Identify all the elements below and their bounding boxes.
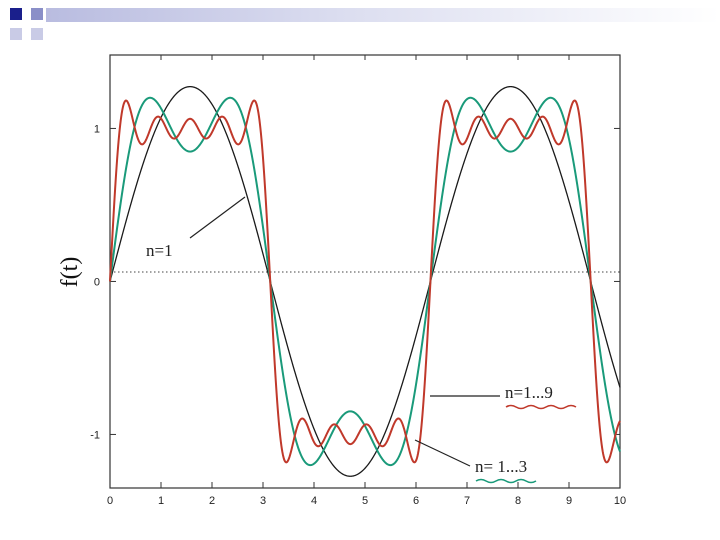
- series-n-1: [109, 85, 621, 477]
- x-tick-label: 6: [413, 495, 419, 507]
- series-n-1-3: [109, 96, 621, 467]
- annotations: f(t) n=1 n=1...9 n= 1...3: [57, 196, 577, 484]
- x-tick-label: 4: [311, 495, 317, 507]
- banner-square-light-2: [31, 28, 43, 40]
- annotation-n3-underline: [475, 478, 537, 484]
- y-axis-label: f(t): [57, 257, 83, 288]
- annotation-n1: n=1: [146, 241, 173, 260]
- x-tick-label: 2: [209, 495, 215, 507]
- x-tick-label: 8: [515, 495, 521, 507]
- x-tick-label: 10: [614, 495, 626, 507]
- y-tick-label: 1: [94, 123, 100, 135]
- annotation-n3: n= 1...3: [475, 457, 527, 476]
- x-tick-label: 1: [158, 495, 164, 507]
- annotation-n9: n=1...9: [505, 383, 553, 402]
- x-tick-label: 3: [260, 495, 266, 507]
- banner-band: [46, 8, 720, 22]
- x-tick-label: 7: [464, 495, 470, 507]
- x-tick-label: 9: [566, 495, 572, 507]
- banner-square-dark: [10, 8, 22, 20]
- x-tick-label: 5: [362, 495, 368, 507]
- leader-n1: [189, 196, 246, 239]
- leader-n3: [414, 439, 471, 467]
- x-tick-label: 0: [107, 495, 113, 507]
- banner-square-mid: [31, 8, 43, 20]
- y-tick-label: -1: [90, 429, 100, 441]
- x-ticks: 0 1 2 3 4 5 6 7 8 9 10: [107, 55, 626, 507]
- annotation-n9-underline: [505, 404, 577, 410]
- series-n-1-9: [109, 99, 621, 464]
- slide-banner: [10, 8, 720, 40]
- series-layer: [109, 85, 621, 477]
- y-tick-label: 0: [94, 276, 100, 288]
- banner-square-light: [10, 28, 22, 40]
